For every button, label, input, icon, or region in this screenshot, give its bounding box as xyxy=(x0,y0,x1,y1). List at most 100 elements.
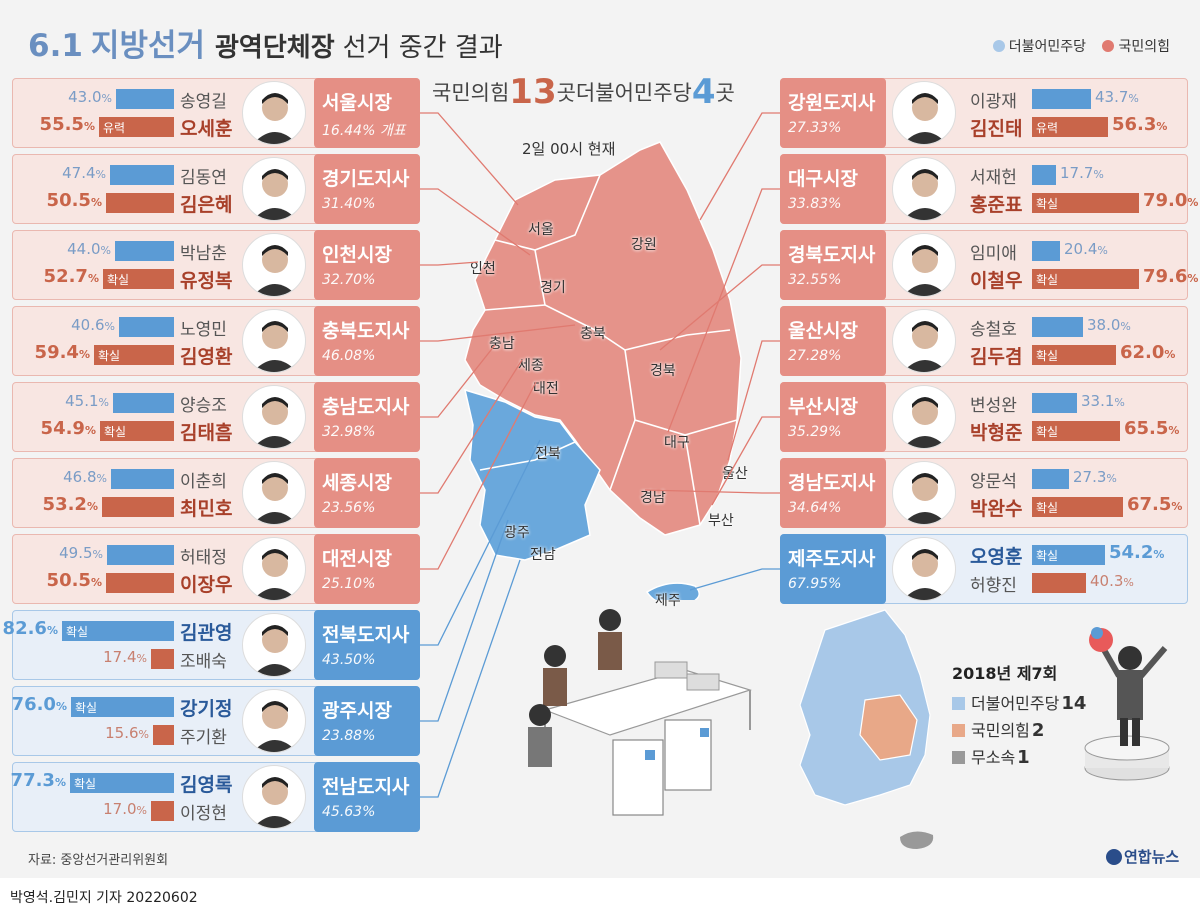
candidate-name: 박형준 xyxy=(970,422,1023,444)
map-label: 경북 xyxy=(650,363,676,379)
leader-line xyxy=(420,381,537,570)
region-name: 광주시장 xyxy=(322,700,392,722)
candidate-row: 40.6% 노영민 xyxy=(12,315,240,340)
percent-sign: % xyxy=(98,396,109,409)
candidate-photo xyxy=(242,233,306,297)
counting-rate: 23.88% xyxy=(322,728,376,744)
inset-legend-count: 1 xyxy=(1017,747,1030,768)
counting-rate: 33.83% xyxy=(788,196,842,212)
region-name: 경기도지사 xyxy=(322,168,410,190)
vote-share: 56.3% xyxy=(1112,114,1167,135)
map-border-lines-2 xyxy=(534,249,731,351)
map-label: 전북 xyxy=(535,446,561,462)
leader-line xyxy=(420,359,523,494)
counting-rate: 27.28% xyxy=(788,348,842,364)
region-box: 강원도지사 27.33% xyxy=(780,78,886,148)
portrait-icon xyxy=(902,245,948,296)
vote-share-value: 65.5 xyxy=(1124,418,1169,439)
legend-dem-label: 더불어민주당 xyxy=(1008,39,1087,55)
candidate-name: 김두겸 xyxy=(970,346,1023,368)
vote-bar xyxy=(1032,421,1120,441)
vote-share-value: 67.5 xyxy=(1127,494,1172,515)
title-sub: 광역단체장 xyxy=(215,33,335,63)
brand: 연합뉴스 xyxy=(1106,846,1179,867)
candidate-name: 임미애 xyxy=(970,244,1017,264)
source-note: 자료: 중앙선거관리위원회 xyxy=(28,853,169,868)
portrait-icon xyxy=(252,93,298,144)
candidate-row: 67.5% 확실 박완수 xyxy=(780,494,1188,520)
candidate-name: 양문석 xyxy=(970,472,1017,492)
region-name: 전북도지사 xyxy=(322,624,410,646)
race-card: 서울시장 16.44% 개표 43.0% 송영길 55.5% 유력 오세훈 xyxy=(12,78,420,148)
vote-share: 44.0% xyxy=(67,240,111,258)
party-legend: 더불어민주당 국민의힘 xyxy=(981,36,1170,56)
candidate-row: 79.6% 확실 이철우 xyxy=(780,266,1198,292)
vote-share: 55.5% xyxy=(40,114,95,135)
region-name: 충남도지사 xyxy=(322,396,410,418)
candidate-row: 62.0% 확실 김두겸 xyxy=(780,342,1188,368)
candidate-photo xyxy=(242,765,306,829)
bouquet-2 xyxy=(1091,627,1103,639)
candidate-name: 송철호 xyxy=(970,320,1017,340)
vote-counting-illustration xyxy=(528,609,752,816)
leader-line xyxy=(420,559,521,798)
candidate-row: 55.5% 유력 오세훈 xyxy=(12,114,240,140)
brand-logo-icon xyxy=(1106,849,1122,865)
candidate-photo xyxy=(892,81,956,145)
counting-rate: 43.50% xyxy=(322,652,376,668)
candidate-row: 43.7% 이광재 xyxy=(780,87,1188,112)
candidate-row: 43.0% 송영길 xyxy=(12,87,240,112)
candidate-photo xyxy=(892,233,956,297)
inset-legend-swatch xyxy=(952,697,965,710)
summary-ppp-count: 13 xyxy=(509,72,557,112)
percent-sign: % xyxy=(136,804,147,817)
race-card: 전남도지사 45.63% 77.3% 확실 김영록 17.0% 이정현 xyxy=(11,762,420,832)
region-box: 세종시장 23.56% xyxy=(314,458,420,528)
vote-bar xyxy=(62,621,174,641)
candidate-photo xyxy=(892,385,956,449)
map-border-lines-3 xyxy=(484,304,546,311)
race-card: 인천시장 32.70% 44.0% 박남춘 52.7% 확실 유정복 xyxy=(12,230,420,300)
vote-share-value: 56.3 xyxy=(1112,114,1157,135)
percent-sign: % xyxy=(1128,92,1139,105)
legend-dem-swatch xyxy=(992,40,1005,52)
vote-bar xyxy=(115,241,174,261)
region-box: 서울시장 16.44% 개표 xyxy=(314,78,420,148)
person-body xyxy=(1117,670,1143,720)
vote-share-value: 54.9 xyxy=(40,418,85,439)
vote-bar xyxy=(102,497,174,517)
vote-share-value: 55.5 xyxy=(39,114,84,135)
percent-sign: % xyxy=(138,728,149,741)
inset-legend-count: 2 xyxy=(1031,720,1045,741)
region-name: 대구시장 xyxy=(788,168,858,190)
candidate-name: 김영환 xyxy=(180,346,233,368)
vote-share-value: 76.0 xyxy=(11,694,56,715)
vote-share: 54.9% xyxy=(41,418,96,439)
percent-sign: % xyxy=(95,168,106,181)
percent-sign: % xyxy=(100,244,111,257)
portrait-icon xyxy=(902,93,948,144)
vote-bar xyxy=(1032,345,1116,365)
vote-share-value: 43.0 xyxy=(68,88,102,106)
leader-line xyxy=(644,489,780,494)
vote-share-value: 54.2 xyxy=(1109,542,1154,563)
vote-share: 40.6% xyxy=(71,316,115,334)
percent-sign: % xyxy=(101,92,112,105)
legend-item-ppp: 국민의힘 xyxy=(1102,39,1170,55)
candidate-row: 45.1% 양승조 xyxy=(12,391,240,416)
result-tag: 확실 xyxy=(107,273,130,287)
vote-share-value: 59.4 xyxy=(34,342,79,363)
map-label: 광주 xyxy=(504,525,530,541)
vote-bar xyxy=(1032,393,1077,413)
vote-bar xyxy=(119,317,174,337)
candidate-name: 조배숙 xyxy=(180,652,227,672)
candidate-row: 17.7% 서재헌 xyxy=(780,163,1188,188)
region-name: 울산시장 xyxy=(788,320,858,342)
leader-line xyxy=(689,568,780,591)
vote-bar xyxy=(1032,241,1060,261)
inset-legend-swatch xyxy=(952,724,965,737)
candidate-name: 이철우 xyxy=(970,270,1023,292)
vote-share: 54.2% xyxy=(1109,542,1164,563)
candidate-photo xyxy=(242,385,306,449)
vote-share: 79.6% xyxy=(1143,266,1198,287)
